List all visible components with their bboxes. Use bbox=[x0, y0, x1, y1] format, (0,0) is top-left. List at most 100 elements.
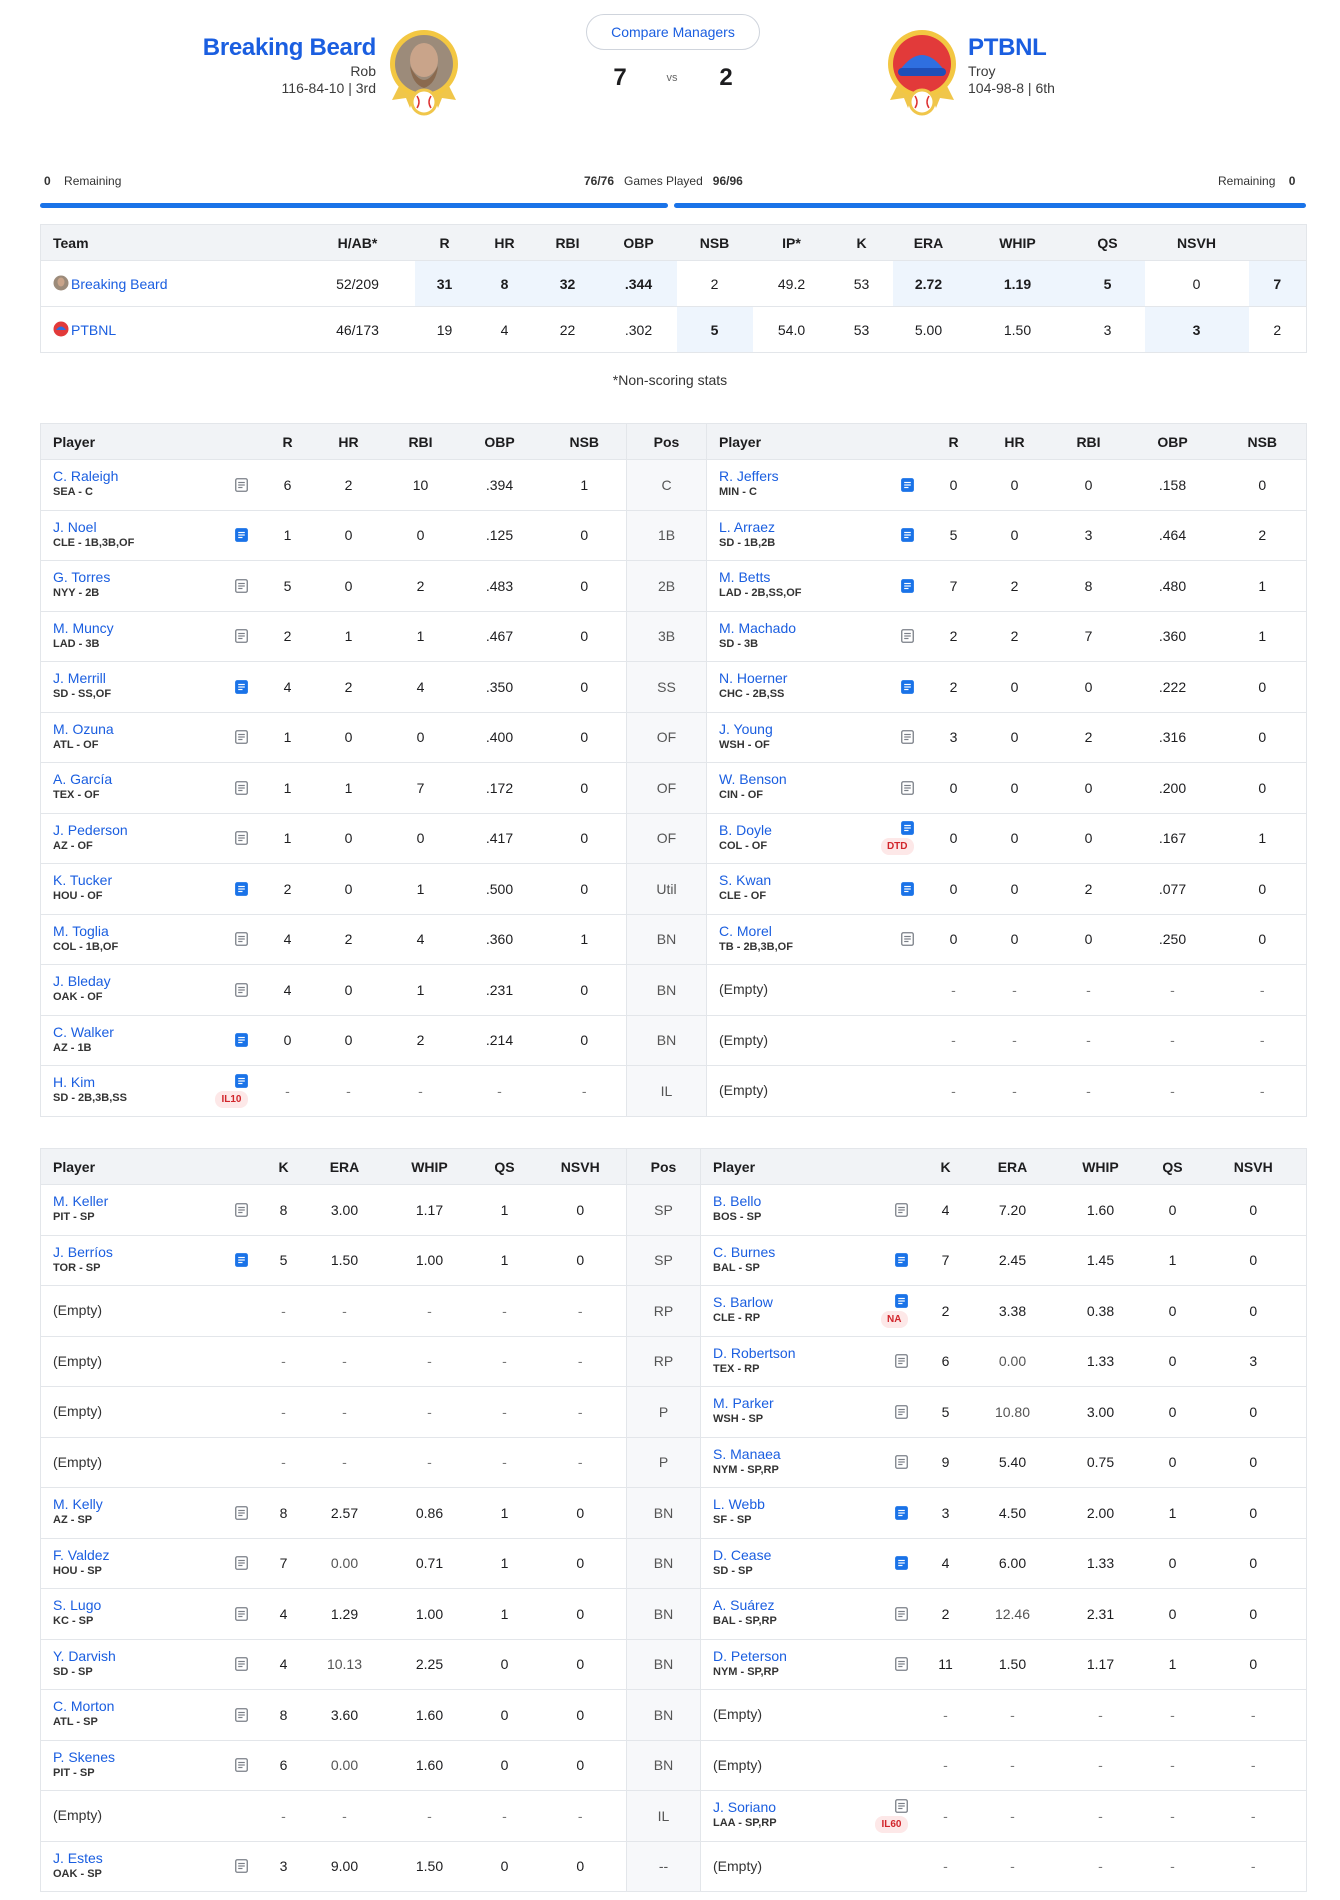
player-note-icon[interactable] bbox=[894, 1556, 908, 1571]
player-note-icon[interactable] bbox=[234, 1859, 248, 1874]
player-cell[interactable]: R. Jeffers MIN - C bbox=[706, 459, 929, 510]
player-name-link[interactable]: S. Kwan bbox=[719, 872, 772, 889]
player-cell[interactable]: C. Burnes BAL - SP bbox=[700, 1234, 923, 1286]
player-note-icon[interactable] bbox=[900, 477, 914, 492]
player-name-link[interactable]: Y. Darvish bbox=[53, 1647, 116, 1664]
summary-team-cell[interactable]: PTBNL bbox=[40, 306, 301, 353]
player-cell[interactable]: D. Peterson NYM - SP,RP bbox=[700, 1638, 923, 1690]
player-note-icon[interactable] bbox=[234, 528, 248, 543]
player-cell[interactable]: F. Valdez HOU - SP bbox=[40, 1537, 263, 1589]
player-note-icon[interactable] bbox=[894, 1354, 908, 1369]
player-cell[interactable]: J. Soriano LAA - SP,RP IL60 bbox=[700, 1790, 923, 1841]
player-name-link[interactable]: J. Noel bbox=[53, 518, 97, 535]
compare-managers-button[interactable]: Compare Managers bbox=[586, 14, 760, 50]
player-note-icon[interactable] bbox=[234, 881, 248, 896]
player-cell[interactable]: S. Lugo KC - SP bbox=[40, 1588, 263, 1639]
player-cell[interactable]: N. Hoerner CHC - 2B,SS bbox=[706, 661, 929, 712]
player-note-icon[interactable] bbox=[894, 1293, 908, 1308]
summary-team-cell[interactable]: Breaking Beard bbox=[40, 260, 301, 307]
player-note-icon[interactable] bbox=[894, 1606, 908, 1621]
player-note-icon[interactable] bbox=[900, 578, 914, 593]
player-name-link[interactable]: D. Peterson bbox=[713, 1647, 787, 1664]
player-name-link[interactable]: S. Manaea bbox=[713, 1445, 781, 1462]
player-name-link[interactable]: A. Suárez bbox=[713, 1597, 775, 1614]
summary-team-name[interactable]: Breaking Beard bbox=[71, 276, 168, 292]
player-name-link[interactable]: L. Arraez bbox=[719, 518, 776, 535]
player-name-link[interactable]: M. Parker bbox=[713, 1395, 774, 1412]
right-team-avatar[interactable] bbox=[884, 26, 960, 118]
player-note-icon[interactable] bbox=[234, 1606, 248, 1621]
player-cell[interactable]: J. Merrill SD - SS,OF bbox=[40, 661, 263, 712]
player-name-link[interactable]: C. Morton bbox=[53, 1698, 115, 1715]
player-name-link[interactable]: J. Young bbox=[719, 720, 773, 737]
player-name-link[interactable]: C. Raleigh bbox=[53, 468, 119, 485]
player-cell[interactable]: M. Keller PIT - SP bbox=[40, 1184, 263, 1235]
player-cell[interactable]: A. Suárez BAL - SP,RP bbox=[700, 1588, 923, 1639]
player-note-icon[interactable] bbox=[234, 1253, 248, 1268]
player-name-link[interactable]: J. Pederson bbox=[53, 821, 128, 838]
player-note-icon[interactable] bbox=[234, 932, 248, 947]
player-cell[interactable]: M. Parker WSH - SP bbox=[700, 1386, 923, 1437]
player-name-link[interactable]: D. Cease bbox=[713, 1546, 772, 1563]
player-note-icon[interactable] bbox=[234, 730, 248, 745]
player-name-link[interactable]: J. Estes bbox=[53, 1849, 103, 1866]
player-name-link[interactable]: J. Bleday bbox=[53, 973, 111, 990]
summary-team-name[interactable]: PTBNL bbox=[71, 322, 117, 338]
player-name-link[interactable]: M. Ozuna bbox=[53, 720, 114, 737]
player-name-link[interactable]: L. Webb bbox=[713, 1496, 765, 1513]
player-note-icon[interactable] bbox=[900, 821, 914, 836]
player-note-icon[interactable] bbox=[894, 1253, 908, 1268]
player-name-link[interactable]: C. Burnes bbox=[713, 1243, 776, 1260]
player-cell[interactable]: M. Betts LAD - 2B,SS,OF bbox=[706, 560, 929, 611]
player-cell[interactable]: A. García TEX - OF bbox=[40, 762, 263, 813]
player-note-icon[interactable] bbox=[894, 1455, 908, 1470]
player-name-link[interactable]: M. Keller bbox=[53, 1193, 109, 1210]
player-note-icon[interactable] bbox=[234, 1657, 248, 1672]
player-name-link[interactable]: J. Merrill bbox=[53, 670, 106, 687]
player-note-icon[interactable] bbox=[900, 932, 914, 947]
player-name-link[interactable]: S. Lugo bbox=[53, 1597, 102, 1614]
player-name-link[interactable]: M. Kelly bbox=[53, 1496, 103, 1513]
player-cell[interactable]: J. Young WSH - OF bbox=[706, 711, 929, 763]
player-note-icon[interactable] bbox=[900, 528, 914, 543]
player-cell[interactable]: C. Raleigh SEA - C bbox=[40, 459, 263, 510]
player-name-link[interactable]: J. Soriano bbox=[713, 1799, 777, 1816]
player-cell[interactable]: L. Webb SF - SP bbox=[700, 1487, 923, 1538]
player-name-link[interactable]: B. Doyle bbox=[719, 821, 772, 838]
player-cell[interactable]: M. Muncy LAD - 3B bbox=[40, 610, 263, 662]
player-note-icon[interactable] bbox=[234, 1758, 248, 1773]
player-note-icon[interactable] bbox=[894, 1657, 908, 1672]
player-note-icon[interactable] bbox=[234, 982, 248, 997]
player-note-icon[interactable] bbox=[234, 477, 248, 492]
left-team-name[interactable]: Breaking Beard bbox=[202, 34, 377, 61]
player-cell[interactable]: S. Manaea NYM - SP,RP bbox=[700, 1436, 923, 1488]
player-cell[interactable]: H. Kim SD - 2B,3B,SS IL10 bbox=[40, 1065, 263, 1116]
left-team-avatar[interactable] bbox=[386, 26, 462, 118]
player-note-icon[interactable] bbox=[894, 1798, 908, 1813]
player-cell[interactable]: D. Robertson TEX - RP bbox=[700, 1335, 923, 1387]
player-cell[interactable]: L. Arraez SD - 1B,2B bbox=[706, 509, 929, 561]
player-note-icon[interactable] bbox=[894, 1202, 908, 1217]
player-name-link[interactable]: P. Skenes bbox=[53, 1748, 116, 1765]
player-note-icon[interactable] bbox=[234, 831, 248, 846]
player-name-link[interactable]: W. Benson bbox=[719, 771, 787, 788]
player-note-icon[interactable] bbox=[900, 629, 914, 644]
player-name-link[interactable]: N. Hoerner bbox=[719, 670, 788, 687]
player-cell[interactable]: B. Doyle COL - OF DTD bbox=[706, 812, 929, 864]
right-team-name[interactable]: PTBNL bbox=[968, 34, 1047, 61]
player-name-link[interactable]: A. García bbox=[53, 771, 113, 788]
player-name-link[interactable]: C. Morel bbox=[719, 922, 772, 939]
player-name-link[interactable]: D. Robertson bbox=[713, 1344, 796, 1361]
player-cell[interactable]: D. Cease SD - SP bbox=[700, 1537, 923, 1589]
player-cell[interactable]: C. Morton ATL - SP bbox=[40, 1689, 263, 1740]
player-cell[interactable]: C. Morel TB - 2B,3B,OF bbox=[706, 913, 929, 965]
player-cell[interactable]: S. Kwan CLE - OF bbox=[706, 863, 929, 914]
player-name-link[interactable]: B. Bello bbox=[713, 1193, 762, 1210]
player-cell[interactable]: K. Tucker HOU - OF bbox=[40, 863, 263, 914]
player-note-icon[interactable] bbox=[234, 1505, 248, 1520]
player-cell[interactable]: J. Bleday OAK - OF bbox=[40, 964, 263, 1015]
player-note-icon[interactable] bbox=[900, 730, 914, 745]
player-note-icon[interactable] bbox=[234, 1556, 248, 1571]
player-cell[interactable]: W. Benson CIN - OF bbox=[706, 762, 929, 813]
player-name-link[interactable]: K. Tucker bbox=[53, 872, 113, 889]
